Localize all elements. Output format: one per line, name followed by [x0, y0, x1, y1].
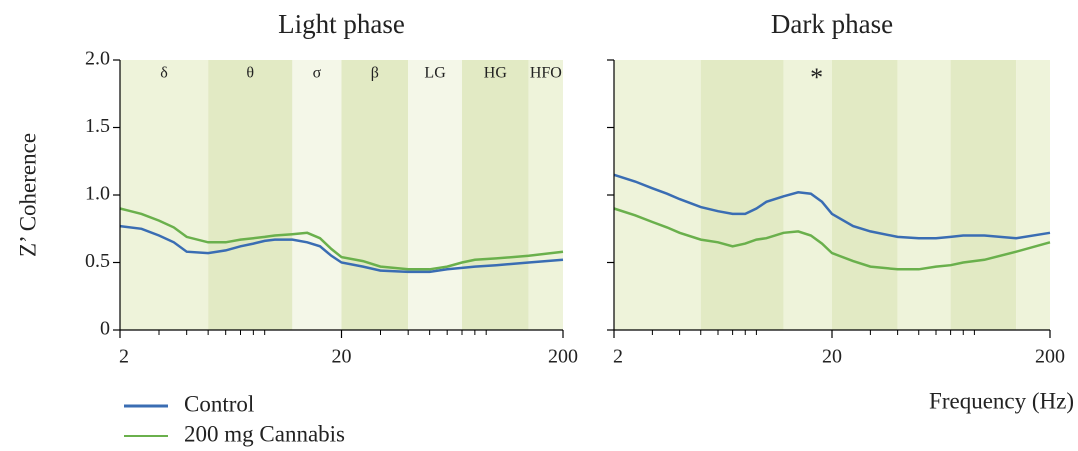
- band-label: θ: [246, 65, 254, 82]
- y-tick-label: 1.0: [85, 183, 110, 205]
- legend-label: 200 mg Cannabis: [184, 421, 345, 446]
- series-line: [119, 207, 564, 271]
- frequency-band: [528, 60, 563, 330]
- series-line: [613, 173, 1051, 240]
- frequency-band: [120, 60, 209, 330]
- x-tick-label: 20: [822, 346, 842, 368]
- x-tick-label: 200: [548, 346, 578, 368]
- frequency-band: [614, 60, 701, 330]
- band-label: HFO: [530, 65, 562, 82]
- y-tick-label: 0: [100, 318, 110, 340]
- legend-label: Control: [184, 391, 254, 416]
- series-line: [613, 207, 1051, 271]
- frequency-band: [462, 60, 529, 330]
- frequency-band: [408, 60, 463, 330]
- x-tick-label: 200: [1035, 346, 1065, 368]
- series-line: [119, 224, 564, 274]
- frequency-band: [950, 60, 1017, 330]
- band-label: δ: [160, 65, 168, 82]
- frequency-band: [341, 60, 409, 330]
- band-label: LG: [424, 65, 446, 82]
- frequency-band: [897, 60, 951, 330]
- y-tick-label: 2.0: [85, 48, 110, 70]
- x-axis-label: Frequency (Hz): [929, 388, 1074, 413]
- x-tick-label: 2: [119, 346, 129, 368]
- x-tick-label: 2: [613, 346, 623, 368]
- panel-title: Light phase: [278, 9, 405, 39]
- frequency-band: [700, 60, 784, 330]
- frequency-band: [292, 60, 342, 330]
- frequency-band: [208, 60, 293, 330]
- panel-title: Dark phase: [771, 9, 893, 39]
- frequency-band: [1016, 60, 1050, 330]
- band-label: HG: [484, 65, 508, 82]
- y-tick-label: 1.5: [85, 115, 110, 137]
- frequency-band: [832, 60, 898, 330]
- y-axis-label: Z’ Coherence: [15, 133, 40, 257]
- band-label: σ: [313, 65, 322, 82]
- y-tick-label: 0.5: [85, 250, 110, 272]
- annotation: *: [810, 63, 823, 92]
- x-tick-label: 20: [332, 346, 352, 368]
- band-label: β: [371, 65, 379, 82]
